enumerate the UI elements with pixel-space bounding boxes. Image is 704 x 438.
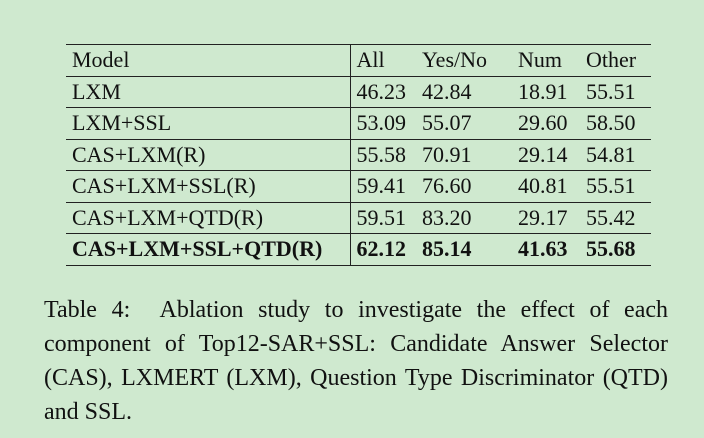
table-cell: 76.60 [416, 170, 512, 202]
table-cell: 53.09 [350, 107, 416, 139]
table-cell: 55.51 [580, 75, 651, 108]
table-cell: LXM [66, 75, 351, 108]
table-cell: 58.50 [580, 107, 651, 139]
table-cell: 55.07 [416, 107, 512, 139]
table-cell: 59.41 [350, 170, 416, 202]
table-row: CAS+LXM+QTD(R) 59.51 83.20 29.17 55.42 [66, 201, 651, 234]
table-cell: 55.51 [580, 170, 651, 202]
table-row: CAS+LXM(R) 55.58 70.91 29.14 54.81 [66, 138, 651, 171]
table-cell: 29.60 [512, 107, 580, 139]
table-cell: 54.81 [580, 138, 651, 171]
table-cell: 59.51 [350, 201, 416, 234]
table-cell: 83.20 [416, 201, 512, 234]
table-cell: 18.91 [512, 75, 580, 108]
table-row: LXM 46.23 42.84 18.91 55.51 [66, 75, 651, 108]
table-cell: 62.12 [350, 233, 416, 266]
table-cell: 40.81 [512, 170, 580, 202]
table-cell: CAS+LXM+SSL(R) [66, 170, 351, 202]
table-cell: 85.14 [416, 233, 512, 266]
table-cell: 55.58 [350, 138, 416, 171]
table-cell: 55.68 [580, 233, 651, 266]
caption: Table 4: Ablation study to investigate t… [44, 293, 668, 429]
table-row: LXM+SSL 53.09 55.07 29.60 58.50 [66, 107, 651, 139]
table-body: LXM 46.23 42.84 18.91 55.51 LXM+SSL 53.09 55.07… [66, 75, 651, 266]
table-cell: 29.14 [512, 138, 580, 171]
table-cell: CAS+LXM(R) [66, 138, 351, 171]
table-cell: CAS+LXM+SSL+QTD(R) [66, 233, 351, 266]
header-cell: Other [580, 44, 651, 77]
table-cell: 41.63 [512, 233, 580, 266]
table-row: CAS+LXM+SSL(R) 59.41 76.60 40.81 55.51 [66, 170, 651, 202]
caption-text: Ablation study to investigate the effect… [44, 297, 669, 425]
table-header: Model All Yes/No Num Other [66, 44, 651, 77]
table-cell: 42.84 [416, 75, 512, 108]
table-cell: 29.17 [512, 201, 580, 234]
caption-label: Table 4: [44, 297, 131, 323]
results-table: Model All Yes/No Num Other LXM 46.23 42.84 18.9… [66, 44, 651, 266]
header-cell: Yes/No [416, 44, 512, 77]
table-cell: 55.42 [580, 201, 651, 234]
table-cell: 70.91 [416, 138, 512, 171]
header-cell: All [350, 44, 416, 77]
header-cell: Model [66, 44, 351, 77]
table-cell: CAS+LXM+QTD(R) [66, 201, 351, 234]
table-cell: LXM+SSL [66, 107, 351, 139]
header-row: Model All Yes/No Num Other [66, 44, 651, 77]
header-cell: Num [512, 44, 580, 77]
table-cell: 46.23 [350, 75, 416, 108]
table-row: CAS+LXM+SSL+QTD(R) 62.12 85.14 41.63 55.68 [66, 233, 651, 266]
